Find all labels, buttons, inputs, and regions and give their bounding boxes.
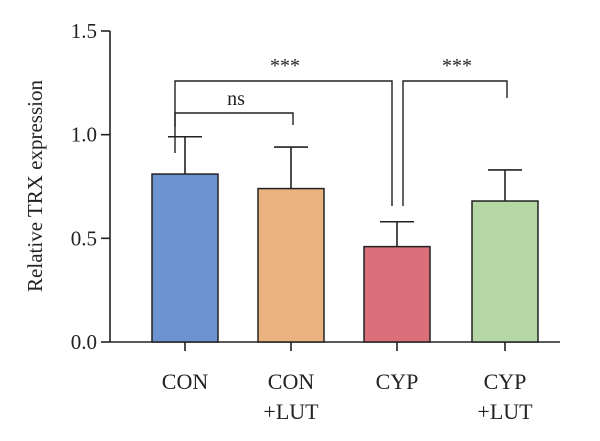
- y-tick-label: 1.0: [71, 123, 97, 147]
- y-tick-label: 0.0: [71, 330, 97, 354]
- x-axis: CON CON +LUT CYP CYP +LUT: [110, 341, 560, 424]
- significance-bracket: [402, 80, 508, 206]
- y-axis-label: Relative TRX expression: [23, 80, 47, 292]
- y-tick-label: 1.5: [71, 19, 97, 43]
- x-tick-label-line2: +LUT: [477, 399, 533, 424]
- bar: [471, 200, 539, 343]
- significance-brackets: ns *** ***: [174, 55, 508, 206]
- significance-label: ns: [227, 88, 245, 110]
- significance-bracket: [174, 112, 294, 153]
- x-tick-label: CON: [268, 369, 315, 394]
- significance-label: ***: [442, 55, 472, 77]
- x-tick-label: CON: [162, 369, 209, 394]
- x-tick-label: CYP: [376, 369, 419, 394]
- y-axis: 0.0 0.5 1.0 1.5: [71, 19, 111, 354]
- y-tick-label: 0.5: [71, 226, 97, 250]
- significance-bracket: [174, 80, 393, 206]
- bar: [257, 187, 325, 343]
- bars: [151, 135, 539, 343]
- x-tick-label: CYP: [484, 369, 527, 394]
- bar: [363, 245, 431, 343]
- significance-label: ***: [270, 55, 300, 77]
- bar: [151, 173, 219, 343]
- x-tick-label-line2: +LUT: [263, 399, 319, 424]
